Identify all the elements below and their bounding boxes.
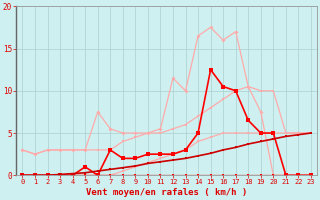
X-axis label: Vent moyen/en rafales ( km/h ): Vent moyen/en rafales ( km/h ) — [86, 188, 247, 197]
